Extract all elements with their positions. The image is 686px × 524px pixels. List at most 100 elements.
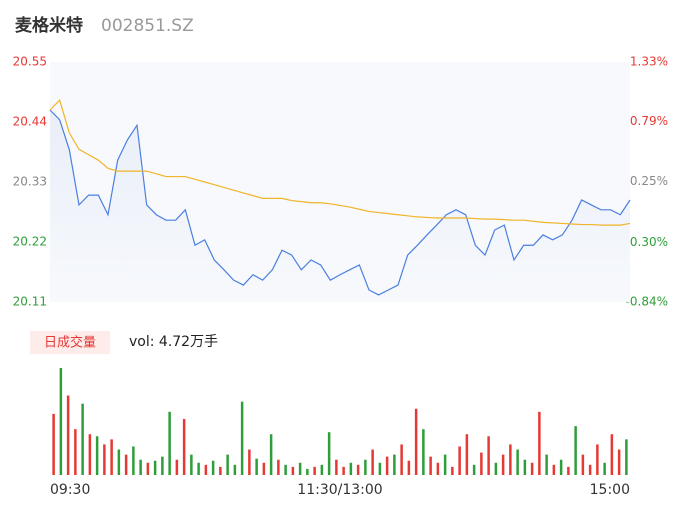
volume-bar xyxy=(168,411,171,475)
volume-bar xyxy=(574,426,577,475)
volume-bar xyxy=(349,462,353,475)
y-tick-label: 20.22 xyxy=(13,235,47,249)
volume-bar xyxy=(393,454,396,475)
volume-bar xyxy=(52,413,55,475)
volume-bar xyxy=(378,462,382,475)
volume-bar xyxy=(610,434,614,475)
volume-bar xyxy=(233,464,237,475)
volume-bar xyxy=(436,462,440,475)
volume-bar xyxy=(146,462,150,475)
volume-bar xyxy=(226,454,229,475)
volume-bar xyxy=(371,449,374,475)
volume-bar xyxy=(298,462,302,475)
volume-bar xyxy=(596,444,599,475)
x-tick-label: 11:30/13:00 xyxy=(297,482,382,498)
volume-bar xyxy=(139,459,142,475)
volume-bar xyxy=(269,434,273,475)
volume-bar xyxy=(59,368,63,475)
volume-bar xyxy=(124,454,128,475)
volume-bar xyxy=(559,459,563,475)
chart-title: 麦格米特 xyxy=(15,15,83,36)
volume-bar xyxy=(625,439,628,475)
volume-bar xyxy=(240,401,244,475)
volume-bar xyxy=(262,462,266,475)
volume-bar xyxy=(81,403,84,475)
volume-bar xyxy=(342,466,345,475)
y-tick-label: 20.33 xyxy=(13,175,47,189)
volume-bar xyxy=(451,466,454,475)
volume-bar xyxy=(103,444,106,475)
volume-bar xyxy=(335,459,338,475)
volume-bar xyxy=(567,466,570,475)
volume-bar xyxy=(400,444,403,475)
volume-button-label[interactable]: 日成交量 xyxy=(44,335,96,351)
chart-subtitle: 002851.SZ xyxy=(101,16,194,36)
y2-tick-label: -0.30% xyxy=(626,235,668,249)
volume-bar xyxy=(204,464,208,475)
y2-tick-label: -0.84% xyxy=(626,295,668,309)
volume-bar xyxy=(581,454,585,475)
volume-bar xyxy=(175,459,179,475)
volume-button[interactable] xyxy=(30,331,110,354)
x-tick-label: 15:00 xyxy=(590,482,630,498)
volume-bar xyxy=(516,449,519,475)
volume-bar xyxy=(320,464,324,475)
y2-tick-label: 0.25% xyxy=(630,174,668,188)
volume-bar xyxy=(182,418,186,475)
volume-bar xyxy=(291,466,295,475)
volume-bar xyxy=(494,462,498,475)
volume-bar xyxy=(545,454,548,475)
volume-bar xyxy=(132,446,135,475)
volume-bar xyxy=(472,464,476,475)
volume-bar xyxy=(501,454,505,475)
volume-bar xyxy=(443,454,447,475)
volume-bar xyxy=(74,429,77,475)
x-tick-label: 09:30 xyxy=(50,482,90,498)
volume-bar xyxy=(414,408,418,475)
y-tick-label: 20.44 xyxy=(13,115,47,129)
y-tick-label: 20.55 xyxy=(13,55,47,69)
volume-bar xyxy=(153,460,157,475)
volume-bar xyxy=(197,462,200,475)
volume-bar xyxy=(117,449,121,475)
volume-bar xyxy=(161,456,164,475)
volume-bar xyxy=(277,459,280,475)
volume-bar xyxy=(190,454,193,475)
volume-bar xyxy=(356,464,360,475)
volume-bar xyxy=(219,466,222,475)
volume-bar xyxy=(407,460,411,475)
volume-bar xyxy=(88,434,92,475)
volume-bar xyxy=(552,464,556,475)
volume-bar xyxy=(538,411,541,475)
volume-bar xyxy=(255,458,258,475)
volume-bar xyxy=(306,468,309,475)
volume-bar xyxy=(385,456,389,475)
volume-bar xyxy=(617,449,621,475)
series-line xyxy=(49,99,631,226)
price-area xyxy=(50,110,630,302)
volume-bar xyxy=(603,462,606,475)
volume-bar xyxy=(422,429,425,475)
volume-bar xyxy=(465,434,469,475)
volume-bar xyxy=(509,444,512,475)
volume-bar xyxy=(110,439,113,475)
volume-bar xyxy=(327,432,331,475)
volume-bar xyxy=(523,459,527,475)
volume-bar xyxy=(66,395,70,475)
volume-bar xyxy=(480,452,483,475)
volume-bar xyxy=(95,436,99,475)
volume-bar xyxy=(458,446,461,475)
volume-bar xyxy=(487,436,490,475)
volume-total: vol: 4.72万手 xyxy=(129,334,218,350)
series-line xyxy=(49,109,631,296)
y2-tick-label: 1.33% xyxy=(630,55,668,69)
volume-bar xyxy=(364,459,367,475)
volume-bar xyxy=(588,464,592,475)
y2-tick-label: 0.79% xyxy=(630,114,668,128)
volume-bar xyxy=(429,456,432,475)
volume-bar xyxy=(248,449,251,475)
volume-bar xyxy=(530,462,534,475)
volume-bar xyxy=(284,464,287,475)
volume-bar xyxy=(211,460,215,475)
